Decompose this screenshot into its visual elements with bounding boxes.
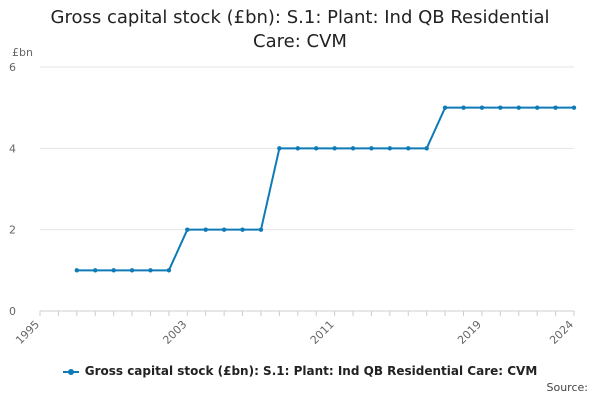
legend[interactable]: Gross capital stock (£bn): S.1: Plant: I… bbox=[0, 364, 600, 378]
y-tick-label: 2 bbox=[9, 224, 16, 237]
data-point[interactable] bbox=[221, 227, 227, 232]
data-point[interactable] bbox=[258, 227, 264, 232]
data-point[interactable] bbox=[387, 146, 393, 151]
data-point[interactable] bbox=[185, 227, 190, 232]
data-point[interactable] bbox=[129, 268, 135, 273]
data-point[interactable] bbox=[332, 146, 337, 151]
data-point[interactable] bbox=[479, 105, 485, 110]
axes: 0 2 4 6 1995 2003 2011 2019 2024 bbox=[9, 61, 576, 347]
data-point[interactable] bbox=[534, 105, 540, 110]
data-point[interactable] bbox=[369, 146, 374, 151]
x-tick-label: 2003 bbox=[160, 318, 189, 347]
series-line bbox=[76, 106, 574, 272]
chart-title: Gross capital stock (£bn): S.1: Plant: I… bbox=[0, 6, 600, 54]
y-tick-label: 4 bbox=[9, 142, 16, 155]
y-tick-label: 6 bbox=[9, 61, 16, 74]
chart-title-line-1: Gross capital stock (£bn): S.1: Plant: I… bbox=[50, 7, 550, 28]
data-point[interactable] bbox=[93, 268, 98, 273]
data-point[interactable] bbox=[424, 146, 429, 151]
x-tick-label: 2019 bbox=[455, 318, 484, 347]
x-tick-label: 2024 bbox=[547, 318, 576, 347]
data-point[interactable] bbox=[74, 268, 80, 273]
data-point[interactable] bbox=[553, 105, 558, 110]
data-point[interactable] bbox=[314, 146, 319, 151]
data-point[interactable] bbox=[203, 227, 208, 232]
y-axis-unit-label: £bn bbox=[12, 46, 33, 59]
data-point[interactable] bbox=[516, 105, 521, 110]
data-point[interactable] bbox=[406, 146, 411, 151]
data-point[interactable] bbox=[350, 146, 356, 151]
chart-title-line-2: Care: CVM bbox=[253, 31, 347, 52]
source-label: Source: bbox=[546, 381, 589, 394]
legend-swatch bbox=[62, 367, 79, 377]
x-tick-label: 1995 bbox=[13, 318, 42, 347]
legend-series-label: Gross capital stock (£bn): S.1: Plant: I… bbox=[84, 364, 538, 378]
data-point[interactable] bbox=[498, 105, 503, 110]
series-layer bbox=[74, 105, 577, 273]
data-point[interactable] bbox=[148, 268, 153, 273]
x-tick-label: 2011 bbox=[308, 318, 337, 347]
data-point[interactable] bbox=[111, 268, 116, 273]
data-point[interactable] bbox=[166, 268, 172, 273]
y-tick-label: 0 bbox=[9, 305, 16, 318]
data-point[interactable] bbox=[240, 227, 245, 232]
data-point[interactable] bbox=[461, 105, 466, 110]
gridlines bbox=[40, 66, 574, 312]
data-point[interactable] bbox=[571, 105, 577, 110]
data-point[interactable] bbox=[295, 146, 300, 151]
data-point[interactable] bbox=[277, 146, 282, 151]
data-point[interactable] bbox=[442, 105, 448, 110]
